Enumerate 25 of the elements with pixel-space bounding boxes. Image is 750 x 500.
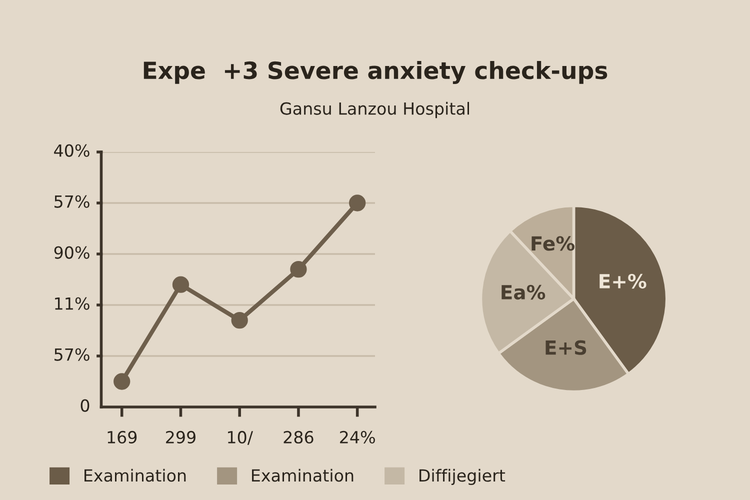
x-tick-label: 169 — [108, 430, 137, 444]
x-tick-label: 10/ — [228, 430, 254, 445]
point — [349, 194, 366, 212]
x-tick-label: 286 — [284, 430, 314, 444]
text: 57% — [54, 195, 90, 208]
text: 0 — [80, 399, 90, 412]
legend-label: Diffijegiert — [420, 468, 506, 485]
data-label: E+% — [600, 274, 646, 289]
x-tick-label: 299 — [166, 430, 196, 444]
data-label: E+S — [546, 340, 586, 355]
data-label: Ea% — [502, 284, 546, 300]
legend-label: Examination — [252, 468, 354, 482]
x-tick-label: 24% — [340, 430, 375, 444]
data-label: Fe% — [532, 236, 574, 251]
chart-title: Expe +3 Severe anxiety check-ups — [144, 60, 608, 84]
legend-label: Examination — [84, 468, 186, 482]
text: 90% — [54, 246, 90, 259]
point — [290, 260, 307, 278]
point — [114, 373, 130, 390]
chart-subtitle: Gansu Lanzou Hospital — [280, 102, 469, 118]
text: 57% — [54, 348, 90, 361]
point — [172, 276, 190, 293]
text: 11% — [55, 297, 90, 310]
text: 40% — [54, 144, 90, 157]
point — [231, 312, 248, 329]
